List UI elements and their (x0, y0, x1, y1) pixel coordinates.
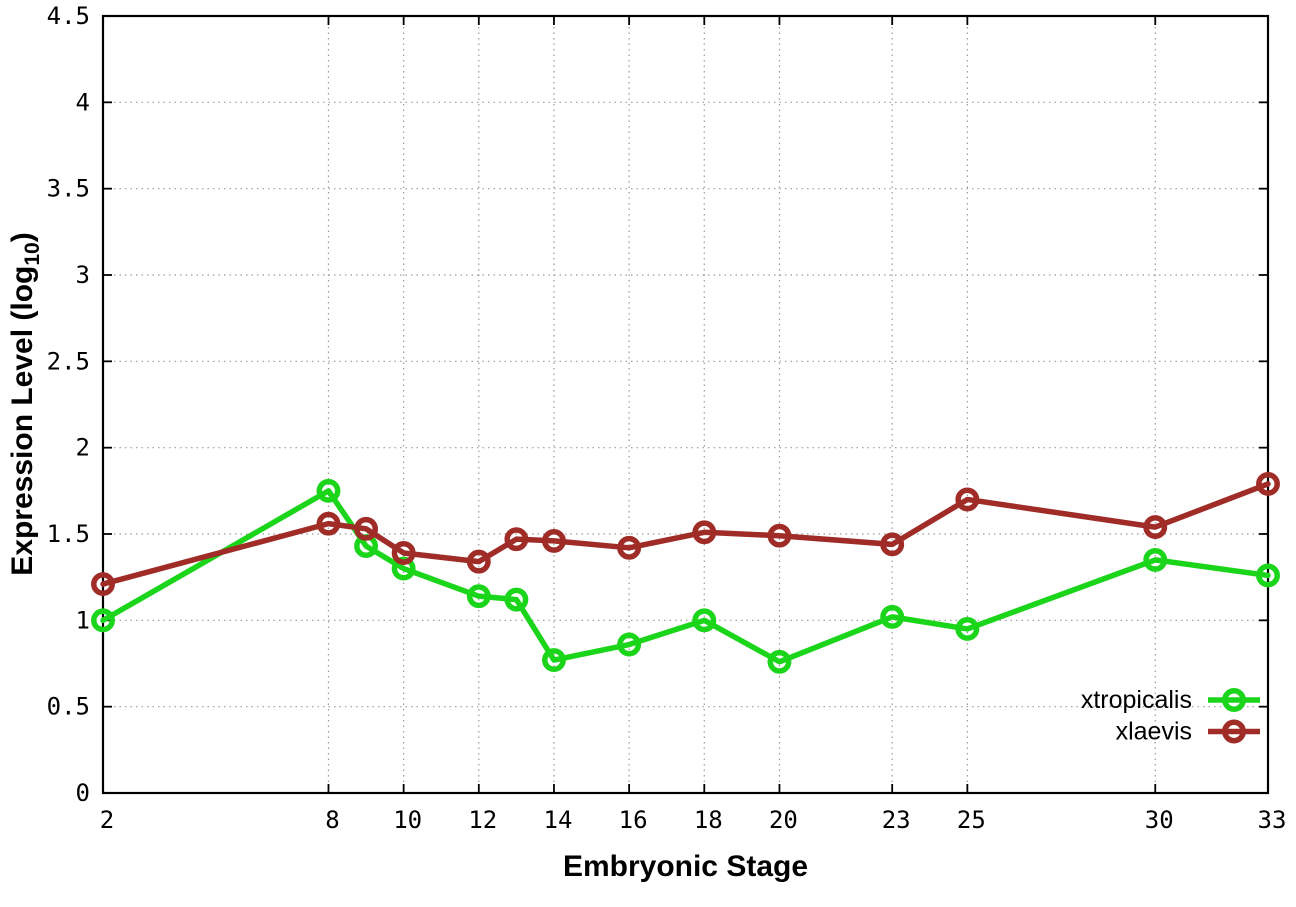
data-point-xtropicalis-stage-30 (1143, 547, 1168, 572)
data-point-xtropicalis-stage-25 (955, 617, 980, 641)
plot-border (101, 14, 1270, 795)
data-point-xtropicalis-stage-16 (617, 632, 642, 657)
data-point-xlaevis-stage-13 (504, 527, 529, 552)
data-point-xlaevis-stage-2 (91, 572, 115, 597)
data-point-xtropicalis-stage-13 (504, 587, 529, 612)
x-tick-label-30: 30 (1145, 806, 1174, 834)
legend-label-xlaevis: xlaevis (1116, 718, 1192, 746)
y-tick-label-4: 4 (76, 88, 90, 116)
data-point-xlaevis-stage-16 (617, 535, 642, 560)
x-tick-label-23: 23 (882, 806, 911, 834)
x-tick-label-14: 14 (544, 806, 573, 834)
x-tick-label-10: 10 (393, 806, 422, 834)
data-point-xtropicalis-stage-18 (692, 608, 717, 633)
y-tick-label-2: 2 (76, 434, 90, 462)
legend-label-xtropicalis: xtropicalis (1081, 686, 1192, 714)
x-tick-label-18: 18 (694, 806, 723, 834)
x-tick-label-2: 2 (100, 806, 114, 834)
data-point-xtropicalis-stage-14 (542, 648, 566, 672)
data-point-xtropicalis-stage-12 (466, 584, 491, 609)
data-point-xlaevis-stage-18 (692, 520, 717, 545)
data-point-xtropicalis-stage-8 (316, 478, 341, 503)
y-tick-label-3: 3 (76, 261, 90, 289)
x-tick-label-33: 33 (1258, 806, 1287, 834)
data-point-xtropicalis-stage-20 (767, 649, 792, 674)
data-point-xtropicalis-stage-2 (91, 608, 115, 633)
data-point-xlaevis-stage-12 (466, 549, 491, 574)
data-point-xtropicalis-stage-33 (1256, 563, 1280, 588)
y-tick-label-1: 1 (76, 606, 90, 634)
x-tick-label-16: 16 (619, 806, 648, 834)
y-tick-label-0: 0 (76, 779, 90, 807)
y-tick-label-4.5: 4.5 (47, 2, 90, 30)
data-point-xlaevis-stage-25 (955, 487, 980, 512)
x-tick-label-12: 12 (468, 806, 497, 834)
x-tick-label-25: 25 (957, 806, 986, 834)
x-tick-label-20: 20 (769, 806, 798, 834)
data-point-xlaevis-stage-30 (1143, 515, 1168, 540)
legend-marker-xlaevis (1222, 719, 1246, 744)
y-tick-label-0.5: 0.5 (47, 693, 90, 721)
y-tick-label-1.5: 1.5 (47, 520, 90, 548)
y-tick-label-3.5: 3.5 (47, 175, 90, 203)
data-point-xtropicalis-stage-23 (880, 604, 905, 629)
data-point-xlaevis-stage-33 (1256, 471, 1280, 496)
data-point-xtropicalis-stage-10 (391, 556, 416, 581)
x-tick-label-8: 8 (325, 806, 339, 834)
data-point-xlaevis-stage-20 (767, 523, 792, 548)
y-tick-label-2.5: 2.5 (47, 347, 90, 375)
legend-marker-xtropicalis (1222, 688, 1246, 712)
data-point-xlaevis-stage-8 (316, 511, 341, 536)
x-axis-title: Embryonic Stage (563, 850, 808, 883)
y-axis-title: Expression Level (log10) (6, 232, 44, 575)
data-point-xlaevis-stage-23 (880, 532, 905, 557)
data-point-xlaevis-stage-10 (391, 541, 416, 565)
data-point-xlaevis-stage-14 (542, 528, 566, 553)
data-point-xlaevis-stage-9 (354, 516, 379, 541)
